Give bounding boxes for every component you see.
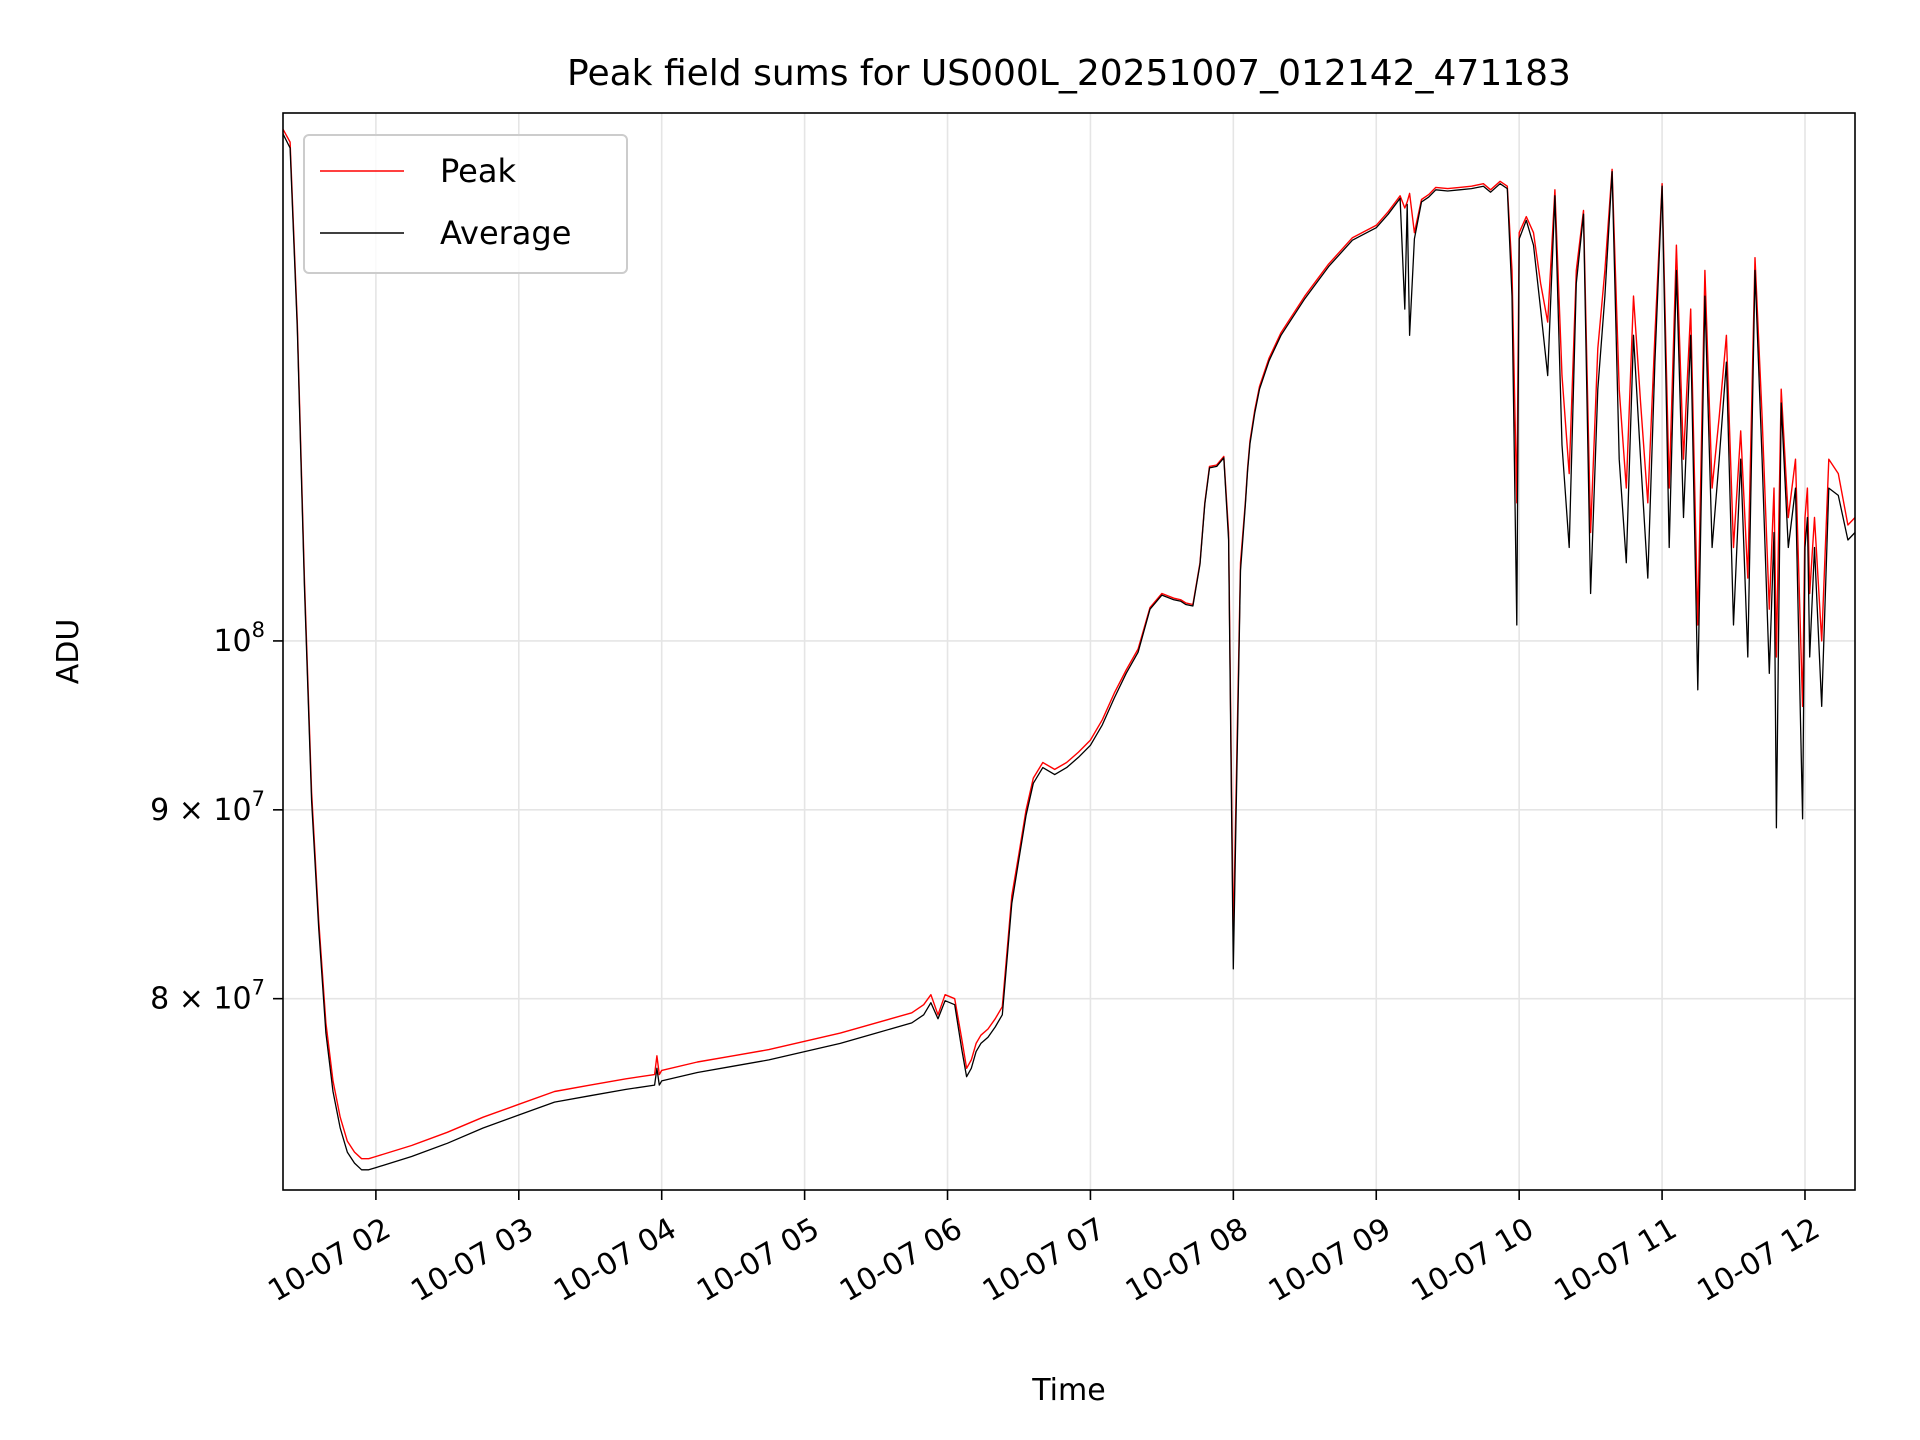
x-tick-label: 10-07 02 [262, 1211, 396, 1309]
legend-label-peak: Peak [440, 152, 516, 190]
x-axis: 10-07 02 10-07 03 10-07 04 10-07 05 10-07 06… [262, 1190, 1826, 1309]
legend-label-average: Average [440, 214, 571, 252]
x-tick-label: 10-07 06 [834, 1211, 968, 1309]
y-tick-label: 108 [213, 618, 265, 659]
legend-box [303, 134, 628, 274]
grid [283, 113, 1855, 1190]
x-tick-label: 10-07 12 [1691, 1211, 1825, 1309]
y-tick-label: 9 × 107 [150, 787, 265, 828]
x-tick-label: 10-07 11 [1549, 1211, 1683, 1309]
y-tick-label: 8 × 107 [150, 976, 265, 1017]
legend: Peak Average [303, 134, 628, 274]
y-axis: 8 × 107 9 × 107 108 [150, 618, 283, 1017]
series-lines [282, 128, 1856, 1171]
x-tick-label: 10-07 08 [1120, 1211, 1254, 1309]
plot-frame [282, 112, 1856, 1191]
x-tick-label: 10-07 09 [1263, 1211, 1397, 1309]
chart-title: Peak field sums for US000L_20251007_0121… [567, 53, 1571, 94]
x-tick-label: 10-07 07 [977, 1211, 1111, 1309]
x-tick-label: 10-07 04 [548, 1211, 682, 1309]
x-axis-label: Time [1031, 1373, 1105, 1408]
x-tick-label: 10-07 05 [691, 1211, 825, 1309]
x-tick-label: 10-07 10 [1406, 1211, 1540, 1309]
x-tick-label: 10-07 03 [405, 1211, 539, 1309]
series-line-average [282, 133, 1856, 1171]
y-axis-label: ADU [51, 619, 86, 685]
